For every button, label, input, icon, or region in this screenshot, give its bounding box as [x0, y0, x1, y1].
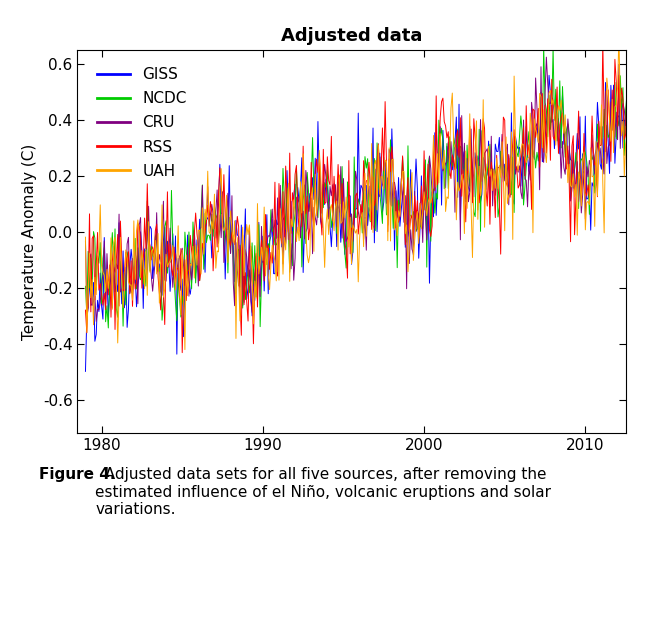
- Title: Adjusted data: Adjusted data: [281, 27, 422, 45]
- Text: Adjusted data sets for all five sources, after removing the
estimated influence : Adjusted data sets for all five sources,…: [95, 467, 551, 517]
- Text: Figure 4.: Figure 4.: [39, 467, 115, 482]
- Y-axis label: Temperature Anomaly (C): Temperature Anomaly (C): [22, 143, 37, 340]
- Legend: GISS, NCDC, CRU, RSS, UAH: GISS, NCDC, CRU, RSS, UAH: [90, 61, 193, 185]
